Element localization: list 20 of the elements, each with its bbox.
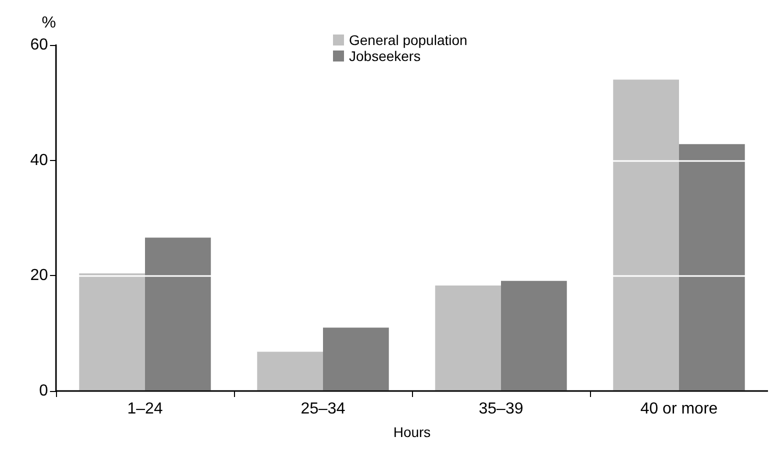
bar bbox=[257, 352, 323, 391]
x-tick-label: 35–39 bbox=[478, 400, 524, 418]
bar bbox=[501, 280, 567, 391]
y-tick-label: 20 bbox=[30, 267, 48, 284]
x-tick-label: 40 or more bbox=[640, 400, 718, 418]
y-tick-label: 0 bbox=[39, 382, 48, 400]
bar bbox=[613, 80, 679, 391]
bar bbox=[145, 238, 211, 391]
legend-label: Jobseekers bbox=[349, 48, 421, 64]
bar bbox=[435, 285, 501, 391]
bar bbox=[679, 144, 745, 391]
x-tick-label: 25–34 bbox=[300, 400, 346, 418]
y-tick-label: 60 bbox=[30, 36, 48, 54]
x-tick-label: 1–24 bbox=[127, 400, 163, 418]
x-axis-title: Hours bbox=[393, 424, 431, 440]
bar bbox=[323, 328, 389, 391]
y-axis-title: % bbox=[42, 14, 56, 32]
legend-label: General population bbox=[349, 32, 468, 48]
y-tick-label: 40 bbox=[30, 152, 48, 169]
bar bbox=[79, 273, 145, 391]
